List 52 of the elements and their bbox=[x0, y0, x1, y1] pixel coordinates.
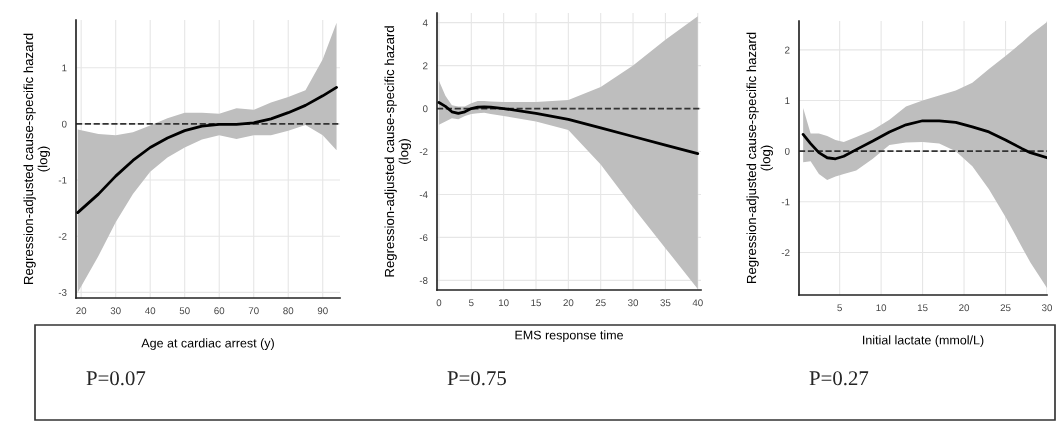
y-tick-label: -2 bbox=[781, 249, 790, 256]
x-tick-label: 40 bbox=[145, 307, 156, 315]
x-tick-label: 60 bbox=[214, 307, 225, 315]
y-axis-title: Regression-adjusted cause-specific hazard (log) bbox=[746, 32, 773, 284]
text: P=0.75 bbox=[447, 371, 506, 386]
text: P=0.07 bbox=[86, 371, 146, 386]
x-tick-label: 20 bbox=[959, 304, 970, 312]
x-tick-label: 20 bbox=[76, 307, 87, 315]
x-tick-label: 5 bbox=[468, 299, 474, 307]
y-tick-label: 1 bbox=[62, 64, 67, 72]
x-tick-label: 15 bbox=[531, 299, 541, 307]
x-tick-label: 90 bbox=[317, 307, 328, 315]
x-tick-label: 25 bbox=[1000, 304, 1011, 312]
x-tick-label: 0 bbox=[436, 299, 442, 307]
y-tick-label: 1 bbox=[785, 97, 790, 105]
y-axis-title: Regression-adjusted cause-specific hazard (log) bbox=[23, 33, 50, 285]
x-axis-title: Age at cardiac arrest (y) bbox=[141, 338, 274, 350]
x-tick-label: 80 bbox=[283, 307, 294, 315]
x-tick-label: 30 bbox=[1041, 304, 1053, 312]
y-tick-label: 2 bbox=[785, 46, 790, 54]
y-tick-label: 2 bbox=[423, 62, 428, 70]
y-tick-label: -8 bbox=[419, 277, 428, 284]
line-series bbox=[801, 119, 1047, 161]
y-tick-label: 0 bbox=[784, 147, 790, 155]
x-tick-label: 70 bbox=[248, 307, 259, 315]
x-tick-label: 5 bbox=[837, 304, 842, 312]
x-tick-label: 25 bbox=[595, 299, 606, 307]
x-tick-label: 15 bbox=[917, 304, 928, 312]
x-axis-title: Initial lactate (mmol/L) bbox=[863, 335, 984, 347]
y-tick-label: -1 bbox=[58, 176, 67, 184]
x-tick-label: 10 bbox=[876, 304, 887, 312]
x-tick-label: 30 bbox=[628, 299, 639, 307]
x-tick-label: 30 bbox=[110, 307, 121, 315]
y-tick-label: -2 bbox=[419, 148, 428, 156]
y-tick-label: -1 bbox=[781, 198, 790, 206]
y-axis-title: Regression-adjusted cause-specific hazard (log) bbox=[384, 26, 411, 277]
line-series bbox=[437, 101, 700, 156]
y-tick-label: 0 bbox=[422, 105, 428, 113]
x-tick-label: 40 bbox=[692, 299, 703, 307]
x-tick-label: 50 bbox=[179, 307, 190, 315]
x-tick-label: 20 bbox=[563, 299, 574, 307]
x-tick-label: 10 bbox=[498, 299, 509, 307]
y-tick-label: 4 bbox=[422, 19, 428, 27]
line-series bbox=[76, 86, 338, 215]
x-axis-title: EMS response time bbox=[515, 330, 623, 342]
y-tick-label: -4 bbox=[419, 191, 428, 198]
y-tick-label: -6 bbox=[419, 234, 428, 242]
text: P=0.27 bbox=[809, 371, 869, 386]
y-tick-label: -2 bbox=[58, 232, 67, 240]
y-tick-label: -3 bbox=[58, 289, 67, 296]
x-tick-label: 35 bbox=[660, 299, 671, 307]
y-tick-label: 0 bbox=[61, 120, 67, 128]
